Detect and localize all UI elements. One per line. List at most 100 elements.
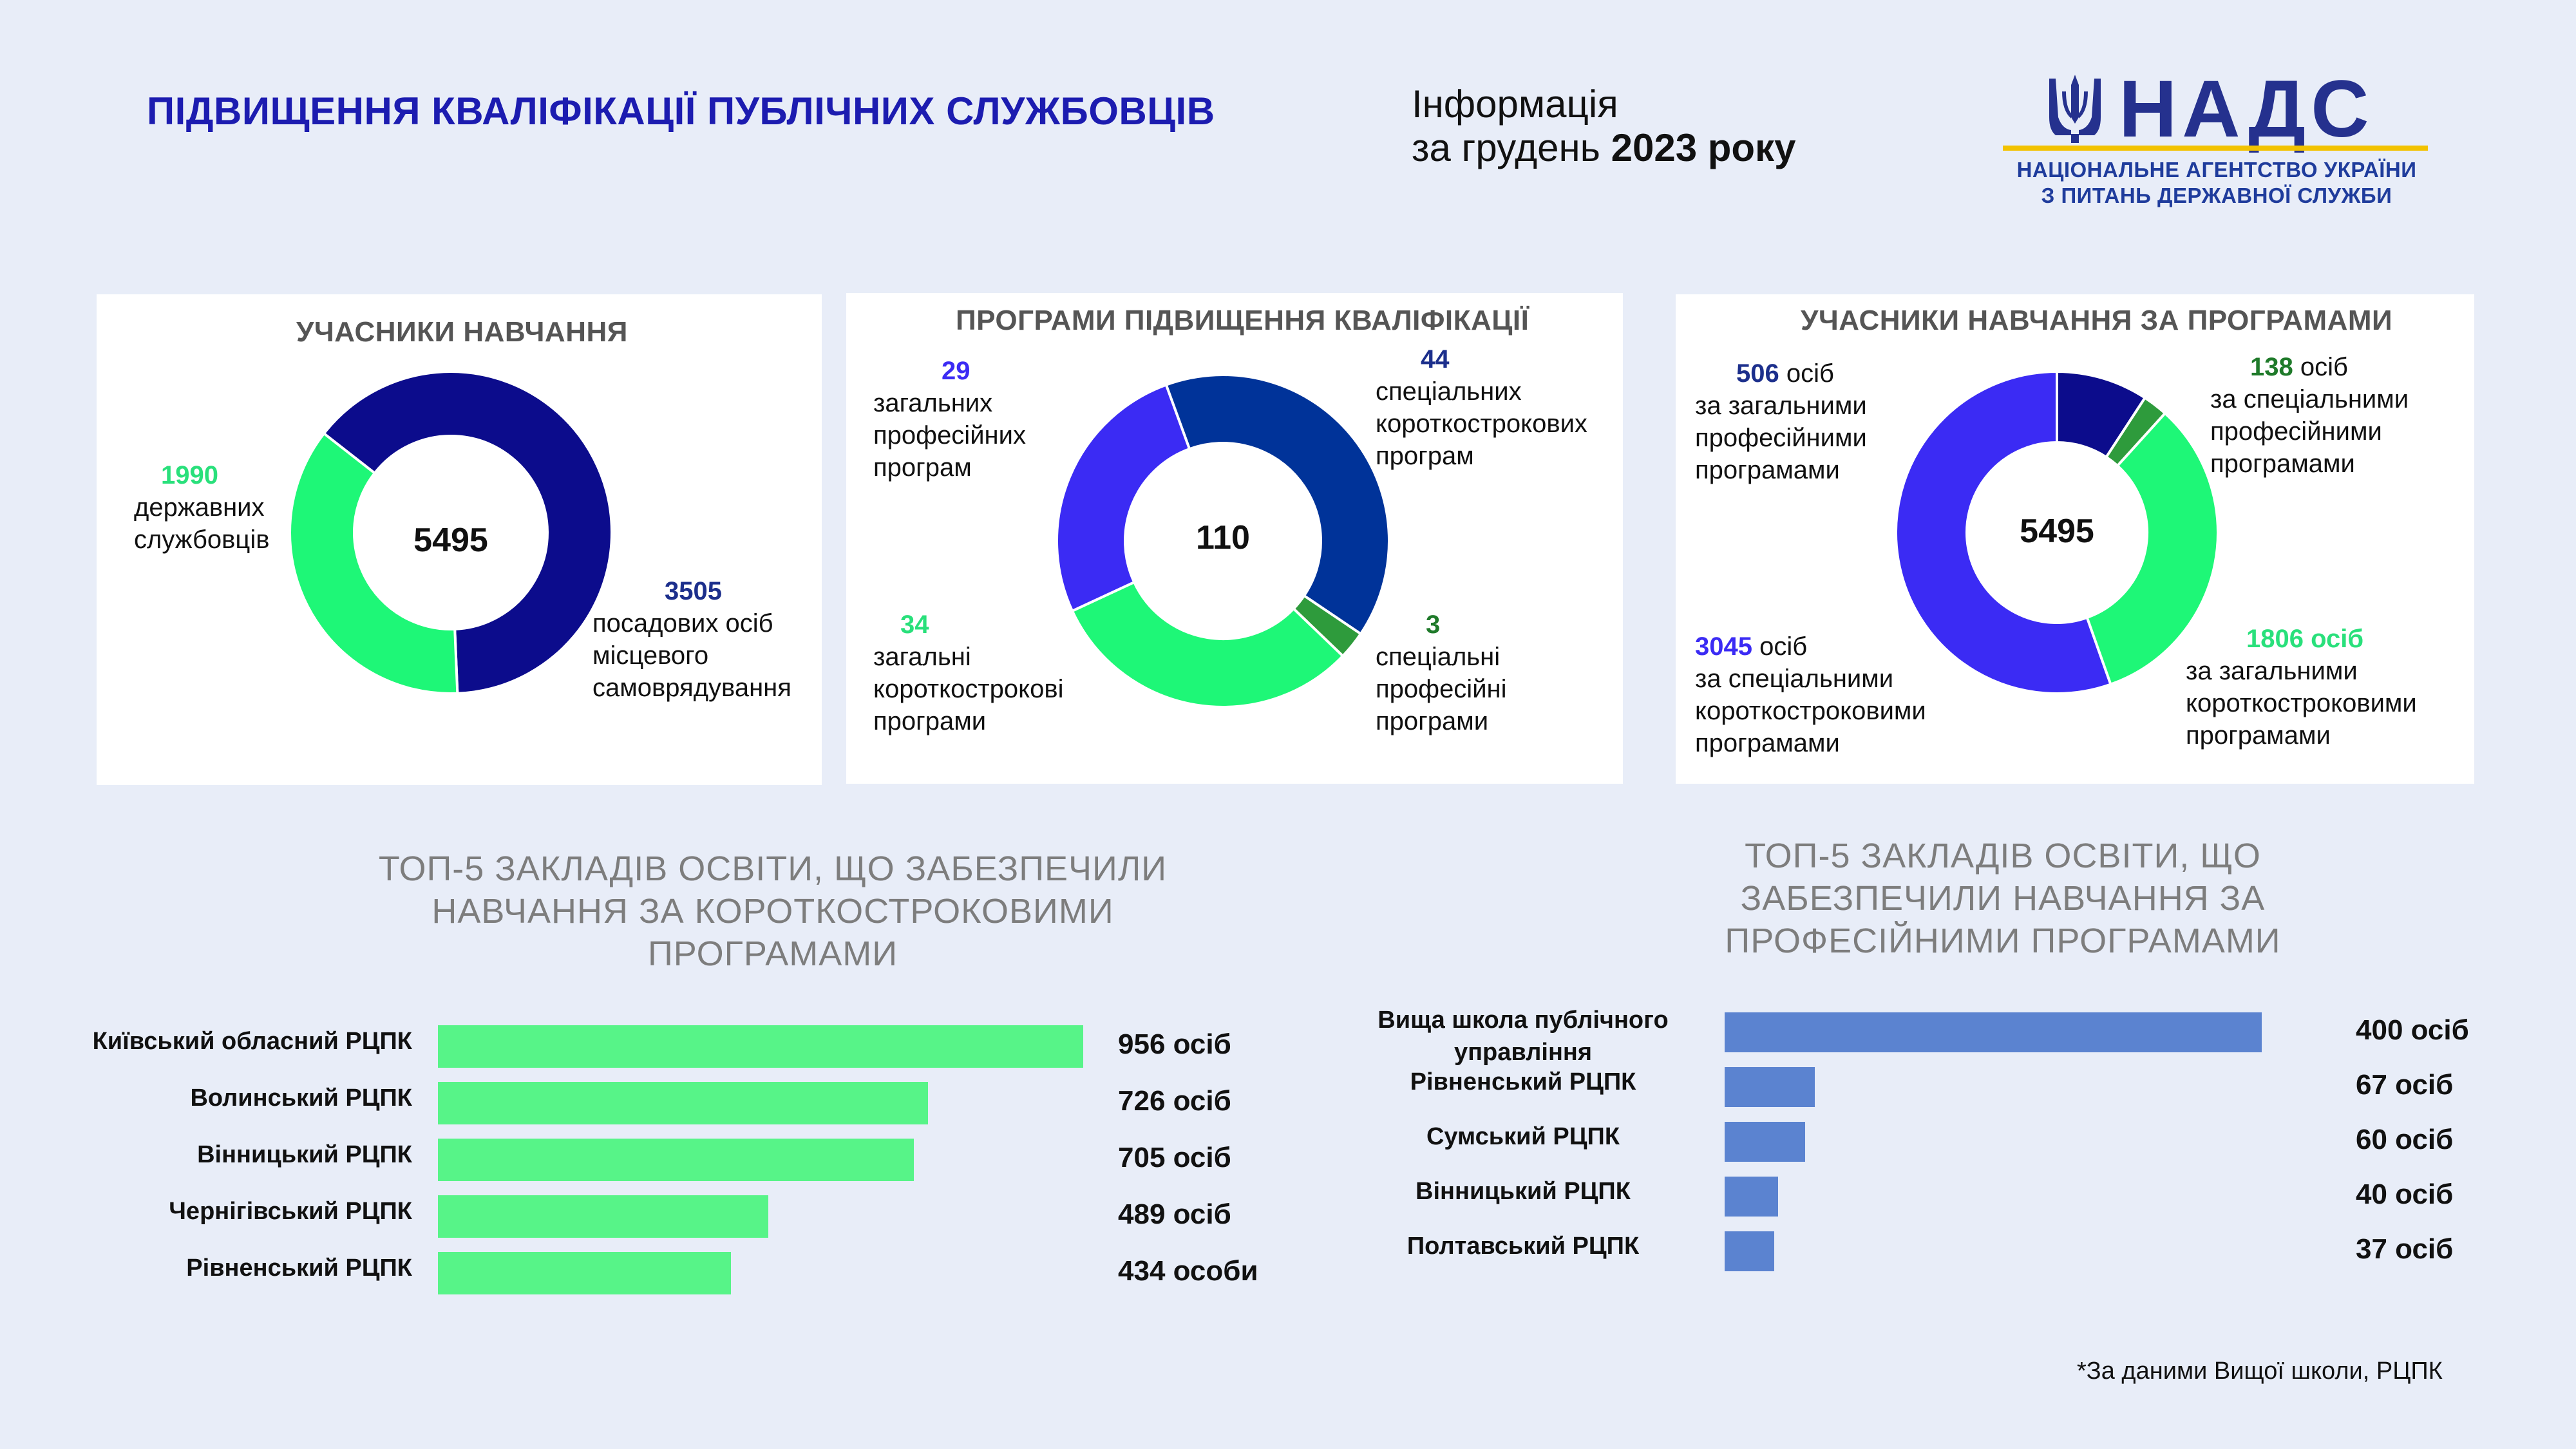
card-title: УЧАСНИКИ НАВЧАННЯ ЗА ПРОГРАМАМИ (1801, 305, 2393, 336)
logo-name: НАДС (2119, 64, 2374, 154)
trident-icon (2049, 75, 2101, 143)
bar-value-label: 726 осіб (1118, 1085, 1231, 1117)
slice-value: 3 (1426, 611, 1441, 639)
slice-value: 3045 (1695, 632, 1752, 661)
slice-value: 29 (942, 357, 971, 385)
info-prefix: за грудень (1412, 126, 1600, 169)
slice-text: місцевого (592, 641, 709, 670)
slice-text: короткостроковими (2186, 689, 2417, 717)
bar-value-label: 956 осіб (1118, 1028, 1231, 1060)
slice-unit: осіб (2300, 353, 2348, 381)
bar-value-label: 40 осіб (2356, 1179, 2454, 1210)
slice-text: програмами (2186, 721, 2331, 750)
slice-value-line: 1806 осіб (2246, 623, 2417, 655)
slice-label-3045: 3045 осіб за спеціальними короткостроков… (1695, 630, 1926, 759)
page-title: ПІДВИЩЕННЯ КВАЛІФІКАЦІЇ ПУБЛІЧНИХ СЛУЖБО… (147, 90, 1215, 133)
bar-value-label: 489 осіб (1118, 1198, 1231, 1230)
bar-category-line: Вінницький РЦПК (1416, 1178, 1631, 1205)
bar (1725, 1177, 1779, 1217)
slice-text: програми (873, 707, 987, 735)
donut-slice (2085, 411, 2219, 687)
slice-label-general-short: 34 загальні короткострокові програми (873, 609, 1063, 737)
donut-slice (1056, 383, 1191, 613)
slice-value: 138 (2250, 353, 2293, 381)
bar (1725, 1067, 1815, 1107)
slice-text: програмами (1695, 729, 1840, 757)
donut-slice (289, 431, 459, 695)
slice-text: спеціальних (1376, 377, 1522, 406)
donut-chart-by-program (1895, 370, 2219, 695)
bar-category-line: управління (1454, 1039, 1593, 1066)
slice-value: 506 (1736, 359, 1779, 388)
slice-text: короткострокові (873, 675, 1064, 703)
card-title: ПРОГРАМИ ПІДВИЩЕННЯ КВАЛІФІКАЦІЇ (956, 305, 1530, 336)
slice-text: за загальними (2186, 657, 2358, 685)
subhead-line: ПРОГРАМАМИ (647, 934, 898, 973)
donut-slice (322, 370, 613, 695)
slice-unit: осіб (1786, 359, 1834, 388)
bar-category-label: Сумський РЦПК (1340, 1121, 1707, 1153)
bar-category-line: Сумський РЦПК (1426, 1123, 1620, 1150)
slice-value: 1990 (161, 461, 218, 489)
slice-text: професійними (1695, 424, 1867, 452)
slice-text: за спеціальними (2210, 385, 2409, 413)
subhead-line: НАВЧАННЯ ЗА КОРОТКОСТРОКОВИМИ (431, 892, 1114, 931)
slice-text: посадових осіб (592, 609, 773, 638)
bar-value-label: 705 осіб (1118, 1142, 1231, 1173)
card-programs: ПРОГРАМИ ПІДВИЩЕННЯ КВАЛІФІКАЦІЇ 110 29 … (846, 293, 1623, 784)
bar-category-line: Рівненський РЦПК (1410, 1068, 1636, 1095)
donut-center-value: 5495 (2020, 513, 2094, 550)
bar-category-label: Полтавський РЦПК (1340, 1230, 1707, 1262)
bar-category-line: Рівненський РЦПК (186, 1255, 412, 1282)
subhead-line: ЗАБЕЗПЕЧИЛИ НАВЧАННЯ ЗА (1740, 879, 2266, 918)
slice-label-special-professional: 3 спеціальні професійні програми (1376, 609, 1507, 737)
slice-label-special-short: 44 спеціальних короткострокових програм (1376, 343, 1587, 472)
bar-category-line: Чернігівський РЦПК (169, 1198, 412, 1225)
bar-category-label: Вінницький РЦПК (1340, 1175, 1707, 1208)
slice-text: самоврядування (592, 674, 791, 702)
footnote: *За даними Вищої школи, РЦПК (2077, 1358, 2443, 1385)
subhead-line: ТОП-5 ЗАКЛАДІВ ОСВІТИ, ЩО (1745, 837, 2261, 875)
bar-category-label: Вища школа публічного управління (1340, 1004, 1707, 1068)
bar-category-label: Київський обласний РЦПК (45, 1025, 412, 1057)
bar-category-line: Волинський РЦПК (190, 1084, 412, 1112)
bar-category-line: Вища школа публічного (1378, 1007, 1669, 1034)
donut-center-value: 110 (1196, 519, 1250, 556)
info-year: 2023 року (1611, 126, 1796, 169)
slice-text: спеціальні (1376, 643, 1501, 671)
slice-text: професійних (873, 421, 1026, 450)
slice-label-506: 506 осіб за загальними професійними прог… (1695, 357, 1867, 486)
logo-divider (2003, 146, 2428, 151)
slice-text: службовців (134, 526, 270, 554)
card-title: УЧАСНИКИ НАВЧАННЯ (296, 316, 628, 348)
bar-category-label: Рівненський РЦПК (1340, 1066, 1707, 1098)
slice-label-local-officials: 3505 посадових осіб місцевого самоврядув… (592, 575, 791, 704)
slice-text: професійні (1376, 675, 1507, 703)
bar (1725, 1012, 2262, 1052)
bar-value-label: 60 осіб (2356, 1124, 2454, 1155)
bar-value-label: 400 осіб (2356, 1014, 2469, 1046)
bar-chart-title-professional: ТОП-5 ЗАКЛАДІВ ОСВІТИ, ЩО ЗАБЕЗПЕЧИЛИ НА… (1571, 835, 2434, 962)
slice-label-138: 138 осіб за спеціальними професійними пр… (2210, 351, 2409, 480)
bar-category-label: Вінницький РЦПК (45, 1139, 412, 1171)
bar (438, 1025, 1083, 1068)
subhead-line: ПРОФЕСІЙНИМИ ПРОГРАМАМИ (1725, 922, 2281, 960)
bar-category-line: Полтавський РЦПК (1406, 1233, 1640, 1260)
bar-category-line: Вінницький РЦПК (197, 1141, 412, 1168)
card-participants-by-program: УЧАСНИКИ НАВЧАННЯ ЗА ПРОГРАМАМИ 5495 506… (1676, 294, 2474, 784)
bar-category-label: Рівненський РЦПК (45, 1252, 412, 1284)
logo-subtitle-1: НАЦІОНАЛЬНЕ АГЕНТСТВО УКРАЇНИ (2016, 158, 2417, 182)
slice-label-general-professional: 29 загальних професійних програм (873, 355, 1026, 484)
slice-text: за спеціальними (1695, 665, 1894, 693)
bar (1725, 1231, 1775, 1271)
slice-text: загальних (873, 389, 993, 417)
slice-text: за загальними (1695, 392, 1867, 420)
slice-value-line: 3045 осіб (1695, 630, 1926, 663)
slice-text: короткостроковими (1695, 697, 1926, 725)
slice-text: професійними (2210, 417, 2382, 446)
slice-text: програм (873, 453, 972, 482)
slice-value-line: 506 осіб (1736, 357, 1867, 390)
card-participants: УЧАСНИКИ НАВЧАННЯ 5495 1990 державних сл… (97, 294, 822, 785)
slice-text: програми (1376, 707, 1489, 735)
bar-chart-title-short: ТОП-5 ЗАКЛАДІВ ОСВІТИ, ЩО ЗАБЕЗПЕЧИЛИ НА… (277, 848, 1269, 975)
